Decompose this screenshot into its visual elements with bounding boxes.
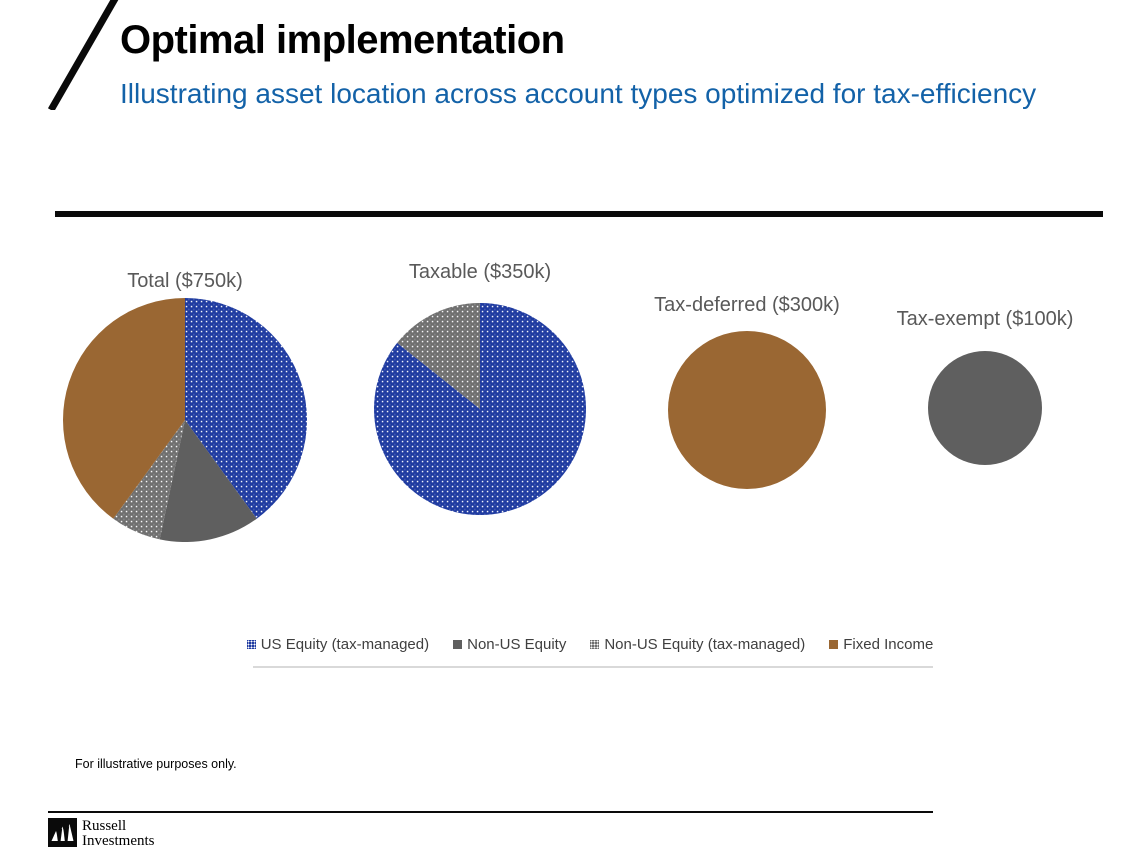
pie-title-taxable: Taxable ($350k): [408, 261, 552, 283]
pie-title-tax-deferred: Tax-deferred ($300k): [654, 294, 840, 316]
logo-line1: Russell: [82, 818, 127, 834]
pie-svg: [63, 298, 307, 542]
legend-marker-fixed_income: [829, 640, 839, 649]
header-divider: [55, 211, 1103, 217]
pie-svg: [928, 351, 1042, 465]
legend-item-non_us_equity: Non-US Equity: [453, 636, 566, 653]
pie-chart-tax-deferred: Tax-deferred ($300k): [654, 294, 840, 489]
slash-icon: [47, 0, 119, 110]
footnote: For illustrative purposes only.: [75, 757, 237, 771]
pie-canvas-tax-deferred: [668, 331, 826, 489]
pie-svg: [668, 331, 826, 489]
legend-divider: [253, 666, 933, 668]
pie-title-tax-exempt: Tax-exempt ($100k): [896, 308, 1074, 330]
pie-canvas-taxable: [374, 303, 586, 515]
russell-investments-logo: Russell Investments: [48, 818, 155, 848]
legend-marker-non_us_equity: [453, 640, 463, 649]
legend-item-us_equity_tax_managed: US Equity (tax-managed): [246, 636, 430, 653]
pie-canvas-total: [63, 298, 307, 542]
pie-svg: [374, 303, 586, 515]
chart-legend: US Equity (tax-managed) Non-US Equity Non-…: [240, 636, 940, 653]
legend-marker-us_equity_tax_managed: [246, 640, 256, 649]
page-subtitle: Illustrating asset location across accou…: [120, 78, 1037, 109]
pie-title-total: Total ($750k): [127, 270, 243, 292]
pie-chart-taxable: Taxable ($350k): [374, 261, 586, 515]
pie-chart-total: Total ($750k): [63, 270, 307, 542]
pie-canvas-tax-exempt: [928, 351, 1042, 465]
logo-text: Russell Investments: [82, 818, 155, 848]
legend-label: Non-US Equity: [467, 636, 567, 653]
logo-line2: Investments: [82, 832, 155, 849]
page-title: Optimal implementation: [120, 18, 565, 62]
legend-label: US Equity (tax-managed): [260, 636, 430, 653]
mountains-icon: [48, 818, 77, 847]
legend-marker-non_us_equity_tax_managed: [590, 640, 600, 649]
legend-label: Non-US Equity (tax-managed): [604, 636, 806, 653]
legend-item-non_us_equity_tax_managed: Non-US Equity (tax-managed): [590, 636, 805, 653]
legend-label: Fixed Income: [843, 636, 934, 653]
legend-item-fixed_income: Fixed Income: [829, 636, 933, 653]
footer-rule: [48, 811, 933, 813]
pie-chart-tax-exempt: Tax-exempt ($100k): [897, 308, 1073, 465]
